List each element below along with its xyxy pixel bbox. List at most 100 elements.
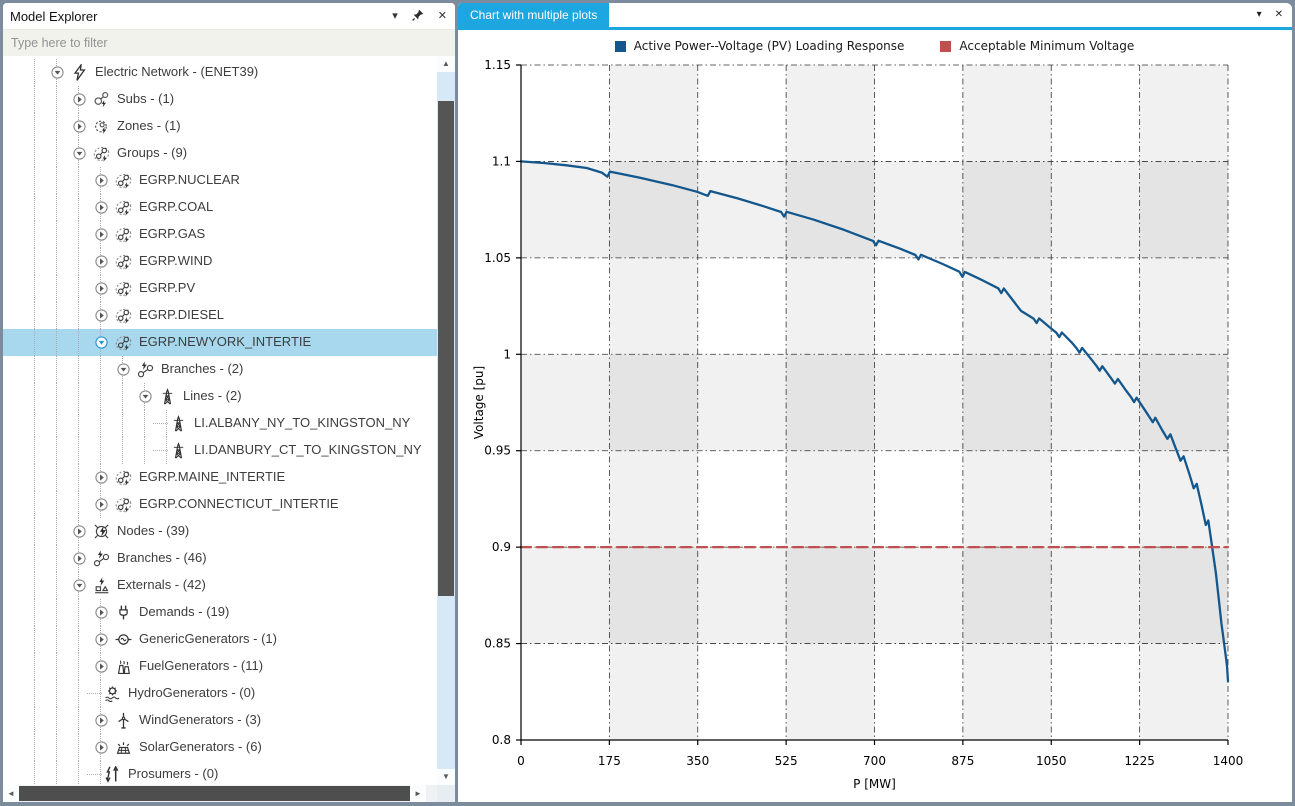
tree-item-externals-42[interactable]: Externals - (42) xyxy=(3,572,437,599)
tree-horizontal-scrollbar[interactable]: ◄ ► xyxy=(3,785,437,802)
x-axis-label: P [MW] xyxy=(853,777,896,791)
collapse-icon[interactable] xyxy=(73,579,86,592)
legend-swatch-icon xyxy=(614,40,626,52)
tree-guide-line xyxy=(56,113,57,140)
scroll-left-icon[interactable]: ◄ xyxy=(3,785,19,802)
tree-item-label: EGRP.NEWYORK_INTERTIE xyxy=(139,334,312,349)
expand-icon[interactable] xyxy=(95,741,108,754)
tree-item-solargenerators-6[interactable]: SolarGenerators - (6) xyxy=(3,734,437,761)
expand-icon[interactable] xyxy=(95,201,108,214)
tree-guide-line xyxy=(78,464,79,491)
vertical-shading-band xyxy=(962,65,1052,740)
collapse-icon[interactable] xyxy=(117,363,130,376)
tree-item-subs-1[interactable]: Subs - (1) xyxy=(3,86,437,113)
tree-item-zones-1[interactable]: Zones - (1) xyxy=(3,113,437,140)
scroll-right-icon[interactable]: ► xyxy=(410,785,426,802)
tab-chart-with-multiple-plots[interactable]: Chart with multiple plots xyxy=(458,3,610,27)
tree-item-prosumers-0[interactable]: Prosumers - (0) xyxy=(3,761,437,785)
group-icon xyxy=(115,469,132,486)
expand-icon[interactable] xyxy=(73,120,86,133)
tree-guide-line xyxy=(78,626,79,653)
tree-item-egrp-wind[interactable]: EGRP.WIND xyxy=(3,248,437,275)
tree-item-fuelgenerators-11[interactable]: FuelGenerators - (11) xyxy=(3,653,437,680)
tree-guide-line xyxy=(78,248,79,275)
panel-dropdown-icon[interactable]: ▾ xyxy=(392,9,398,22)
expand-icon[interactable] xyxy=(95,255,108,268)
tree-item-lines-2[interactable]: Lines - (2) xyxy=(3,383,437,410)
vertical-scroll-thumb[interactable] xyxy=(438,101,454,596)
expand-icon[interactable] xyxy=(95,309,108,322)
tree-item-egrp-maine-intertie[interactable]: EGRP.MAINE_INTERTIE xyxy=(3,464,437,491)
expand-icon[interactable] xyxy=(95,660,108,673)
panel-close-icon[interactable]: ✕ xyxy=(437,9,447,22)
x-tick-label: 1050 xyxy=(1036,754,1067,768)
expand-icon[interactable] xyxy=(73,552,86,565)
expand-icon[interactable] xyxy=(95,174,108,187)
tree-item-nodes-39[interactable]: Nodes - (39) xyxy=(3,518,437,545)
tree-item-electric-network-enet39[interactable]: Electric Network - (ENET39) xyxy=(3,59,437,86)
x-tick-label: 700 xyxy=(863,754,886,768)
chart-tab-bar: Chart with multiple plots ▾ ✕ xyxy=(458,3,1292,30)
expand-icon[interactable] xyxy=(73,525,86,538)
tree-guide-line xyxy=(34,275,35,302)
filter-input[interactable]: Type here to filter xyxy=(3,29,455,57)
expand-icon[interactable] xyxy=(95,282,108,295)
expand-icon[interactable] xyxy=(95,228,108,241)
tree-guide-line xyxy=(100,761,101,785)
tree-item-egrp-diesel[interactable]: EGRP.DIESEL xyxy=(3,302,437,329)
tree-item-label: Groups - (9) xyxy=(117,145,188,160)
scroll-down-icon[interactable]: ▼ xyxy=(437,769,455,785)
tree-item-label: Nodes - (39) xyxy=(117,523,190,538)
tree-item-demands-19[interactable]: Demands - (19) xyxy=(3,599,437,626)
y-tick-label: 0.95 xyxy=(484,444,511,458)
collapse-icon[interactable] xyxy=(95,336,108,349)
legend-item-active-power-voltage-pv-loading-response: Active Power--Voltage (PV) Loading Respo… xyxy=(614,39,904,53)
subs-icon xyxy=(93,91,110,108)
tree-guide-line xyxy=(34,302,35,329)
tree-guide-line xyxy=(56,518,57,545)
expand-icon[interactable] xyxy=(95,714,108,727)
collapse-icon[interactable] xyxy=(73,147,86,160)
tree-guide-line xyxy=(78,734,79,761)
tree-item-egrp-coal[interactable]: EGRP.COAL xyxy=(3,194,437,221)
tree-item-branches-2[interactable]: Branches - (2) xyxy=(3,356,437,383)
scroll-up-icon[interactable]: ▲ xyxy=(437,56,455,72)
tree-vertical-scrollbar[interactable]: ▲ ▼ xyxy=(437,56,455,785)
pin-icon[interactable] xyxy=(411,9,424,24)
tree-guide-line xyxy=(34,518,35,545)
tree-item-groups-9[interactable]: Groups - (9) xyxy=(3,140,437,167)
tree-guide-line xyxy=(78,221,79,248)
tree-guide-stub xyxy=(153,450,168,451)
collapse-icon[interactable] xyxy=(139,390,152,403)
tree-item-li-danbury-ct-to-kingston-ny[interactable]: LI.DANBURY_CT_TO_KINGSTON_NY xyxy=(3,437,437,464)
zones-icon xyxy=(93,118,110,135)
tree-guide-line xyxy=(78,356,79,383)
expand-icon[interactable] xyxy=(95,471,108,484)
generic-generator-icon xyxy=(115,631,132,648)
tree-item-egrp-connecticut-intertie[interactable]: EGRP.CONNECTICUT_INTERTIE xyxy=(3,491,437,518)
tree-item-egrp-gas[interactable]: EGRP.GAS xyxy=(3,221,437,248)
x-tick-label: 350 xyxy=(686,754,709,768)
wind-generator-icon xyxy=(115,712,132,729)
tree-guide-line xyxy=(144,410,145,437)
horizontal-scroll-thumb[interactable] xyxy=(19,786,410,801)
tree-item-egrp-nuclear[interactable]: EGRP.NUCLEAR xyxy=(3,167,437,194)
tree-item-egrp-pv[interactable]: EGRP.PV xyxy=(3,275,437,302)
tree-item-egrp-newyork-intertie[interactable]: EGRP.NEWYORK_INTERTIE xyxy=(3,329,437,356)
tree-item-windgenerators-3[interactable]: WindGenerators - (3) xyxy=(3,707,437,734)
tab-dropdown-icon[interactable]: ▾ xyxy=(1256,9,1262,20)
collapse-icon[interactable] xyxy=(51,66,64,79)
tree-guide-line xyxy=(56,248,57,275)
tree-item-hydrogenerators-0[interactable]: HydroGenerators - (0) xyxy=(3,680,437,707)
y-tick-label: 1.15 xyxy=(484,58,511,72)
expand-icon[interactable] xyxy=(95,606,108,619)
tree-item-genericgenerators-1[interactable]: GenericGenerators - (1) xyxy=(3,626,437,653)
tree-item-li-albany-ny-to-kingston-ny[interactable]: LI.ALBANY_NY_TO_KINGSTON_NY xyxy=(3,410,437,437)
expand-icon[interactable] xyxy=(95,498,108,511)
legend-label: Acceptable Minimum Voltage xyxy=(959,39,1135,53)
tree-item-branches-46[interactable]: Branches - (46) xyxy=(3,545,437,572)
tab-close-icon[interactable]: ✕ xyxy=(1274,9,1283,20)
expand-icon[interactable] xyxy=(95,633,108,646)
expand-icon[interactable] xyxy=(73,93,86,106)
tree-guide-line xyxy=(56,302,57,329)
